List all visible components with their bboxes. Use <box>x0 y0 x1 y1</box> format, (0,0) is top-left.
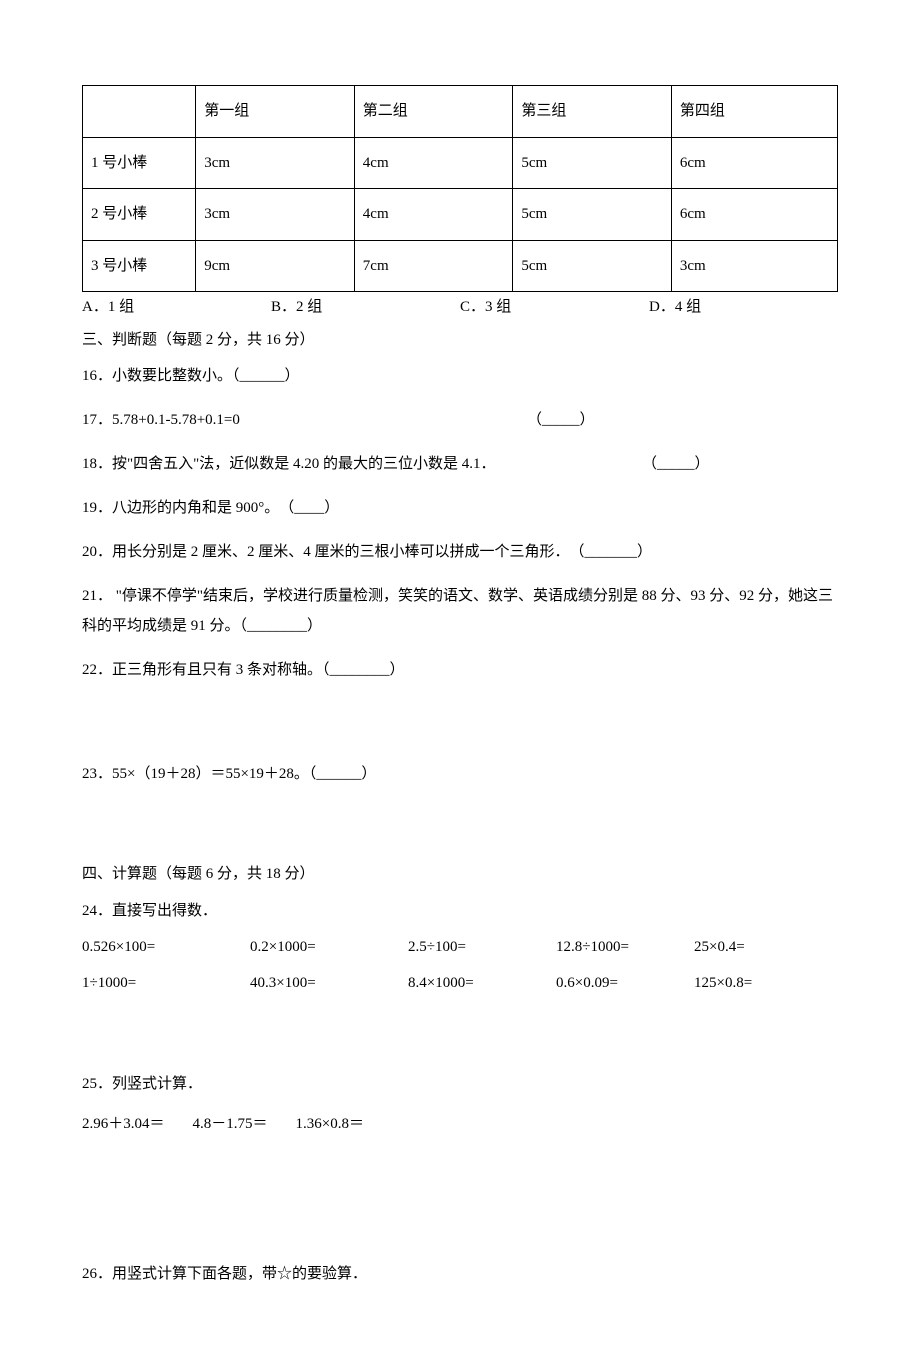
q23: 23．55×（19＋28）＝55×19＋28。（______） <box>82 759 838 789</box>
q25-row: 2.96＋3.04＝ 4.8－1.75＝ 1.36×0.8＝ <box>82 1113 838 1136</box>
calc-item: 8.4×1000= <box>408 972 528 995</box>
q17: 17．5.78+0.1-5.78+0.1=0 （_____） <box>82 405 838 435</box>
q24-row1: 0.526×100= 0.2×1000= 2.5÷100= 12.8÷1000=… <box>82 936 838 959</box>
option-b: B．2 组 <box>271 296 460 319</box>
table-header-cell <box>83 86 196 138</box>
q24-row2: 1÷1000= 40.3×100= 8.4×1000= 0.6×0.09= 12… <box>82 972 838 995</box>
table-cell: 4cm <box>354 137 513 189</box>
table-cell: 3cm <box>671 240 837 292</box>
calc-item: 0.526×100= <box>82 936 222 959</box>
table-header-cell: 第二组 <box>354 86 513 138</box>
table-cell: 5cm <box>513 137 672 189</box>
table-header-cell: 第一组 <box>196 86 355 138</box>
table-cell: 6cm <box>671 137 837 189</box>
table-cell: 3cm <box>196 189 355 241</box>
table-row: 2 号小棒 3cm 4cm 5cm 6cm <box>83 189 838 241</box>
calc-item: 2.96＋3.04＝ <box>82 1113 165 1136</box>
table-cell: 7cm <box>354 240 513 292</box>
table-row: 3 号小棒 9cm 7cm 5cm 3cm <box>83 240 838 292</box>
table-cell: 3 号小棒 <box>83 240 196 292</box>
q19: 19．八边形的内角和是 900°。 （____） <box>82 493 838 523</box>
table-cell: 5cm <box>513 189 672 241</box>
table-header-row: 第一组 第二组 第三组 第四组 <box>83 86 838 138</box>
q18-right: （_____） <box>642 449 710 479</box>
q18-left: 18．按"四舍五入"法，近似数是 4.20 的最大的三位小数是 4.1． <box>82 449 642 479</box>
calc-item: 0.2×1000= <box>250 936 380 959</box>
calc-item: 4.8－1.75＝ <box>193 1113 268 1136</box>
table-header-cell: 第三组 <box>513 86 672 138</box>
table-cell: 3cm <box>196 137 355 189</box>
calc-item: 2.5÷100= <box>408 936 528 959</box>
calc-item: 0.6×0.09= <box>556 972 666 995</box>
table-cell: 6cm <box>671 189 837 241</box>
section4-heading: 四、计算题（每题 6 分，共 18 分） <box>82 863 838 886</box>
q17-right: （_____） <box>527 405 595 435</box>
q24-label: 24．直接写出得数． <box>82 896 838 926</box>
calc-item: 25×0.4= <box>694 936 745 959</box>
q25-label: 25．列竖式计算． <box>82 1069 838 1099</box>
table-header-cell: 第四组 <box>671 86 837 138</box>
table-row: 1 号小棒 3cm 4cm 5cm 6cm <box>83 137 838 189</box>
q26-label: 26．用竖式计算下面各题，带☆的要验算． <box>82 1259 838 1289</box>
q20: 20．用长分别是 2 厘米、2 厘米、4 厘米的三根小棒可以拼成一个三角形． （… <box>82 537 838 567</box>
table-cell: 2 号小棒 <box>83 189 196 241</box>
table-cell: 5cm <box>513 240 672 292</box>
q21: 21． "停课不停学"结束后，学校进行质量检测，笑笑的语文、数学、英语成绩分别是… <box>82 581 838 641</box>
calc-item: 12.8÷1000= <box>556 936 666 959</box>
option-a: A．1 组 <box>82 296 271 319</box>
calc-item: 40.3×100= <box>250 972 380 995</box>
q16: 16．小数要比整数小。（______） <box>82 361 838 391</box>
option-c: C．3 组 <box>460 296 649 319</box>
sticks-table: 第一组 第二组 第三组 第四组 1 号小棒 3cm 4cm 5cm 6cm 2 … <box>82 85 838 292</box>
q18: 18．按"四舍五入"法，近似数是 4.20 的最大的三位小数是 4.1． （__… <box>82 449 838 479</box>
calc-item: 1÷1000= <box>82 972 222 995</box>
q22: 22．正三角形有且只有 3 条对称轴。（________） <box>82 655 838 685</box>
section3-heading: 三、判断题（每题 2 分，共 16 分） <box>82 329 838 352</box>
option-d: D．4 组 <box>649 296 838 319</box>
q17-left: 17．5.78+0.1-5.78+0.1=0 <box>82 405 527 435</box>
calc-item: 1.36×0.8＝ <box>296 1113 364 1136</box>
table-cell: 9cm <box>196 240 355 292</box>
table-cell: 4cm <box>354 189 513 241</box>
calc-item: 125×0.8= <box>694 972 752 995</box>
table-cell: 1 号小棒 <box>83 137 196 189</box>
q15-options: A．1 组 B．2 组 C．3 组 D．4 组 <box>82 296 838 319</box>
